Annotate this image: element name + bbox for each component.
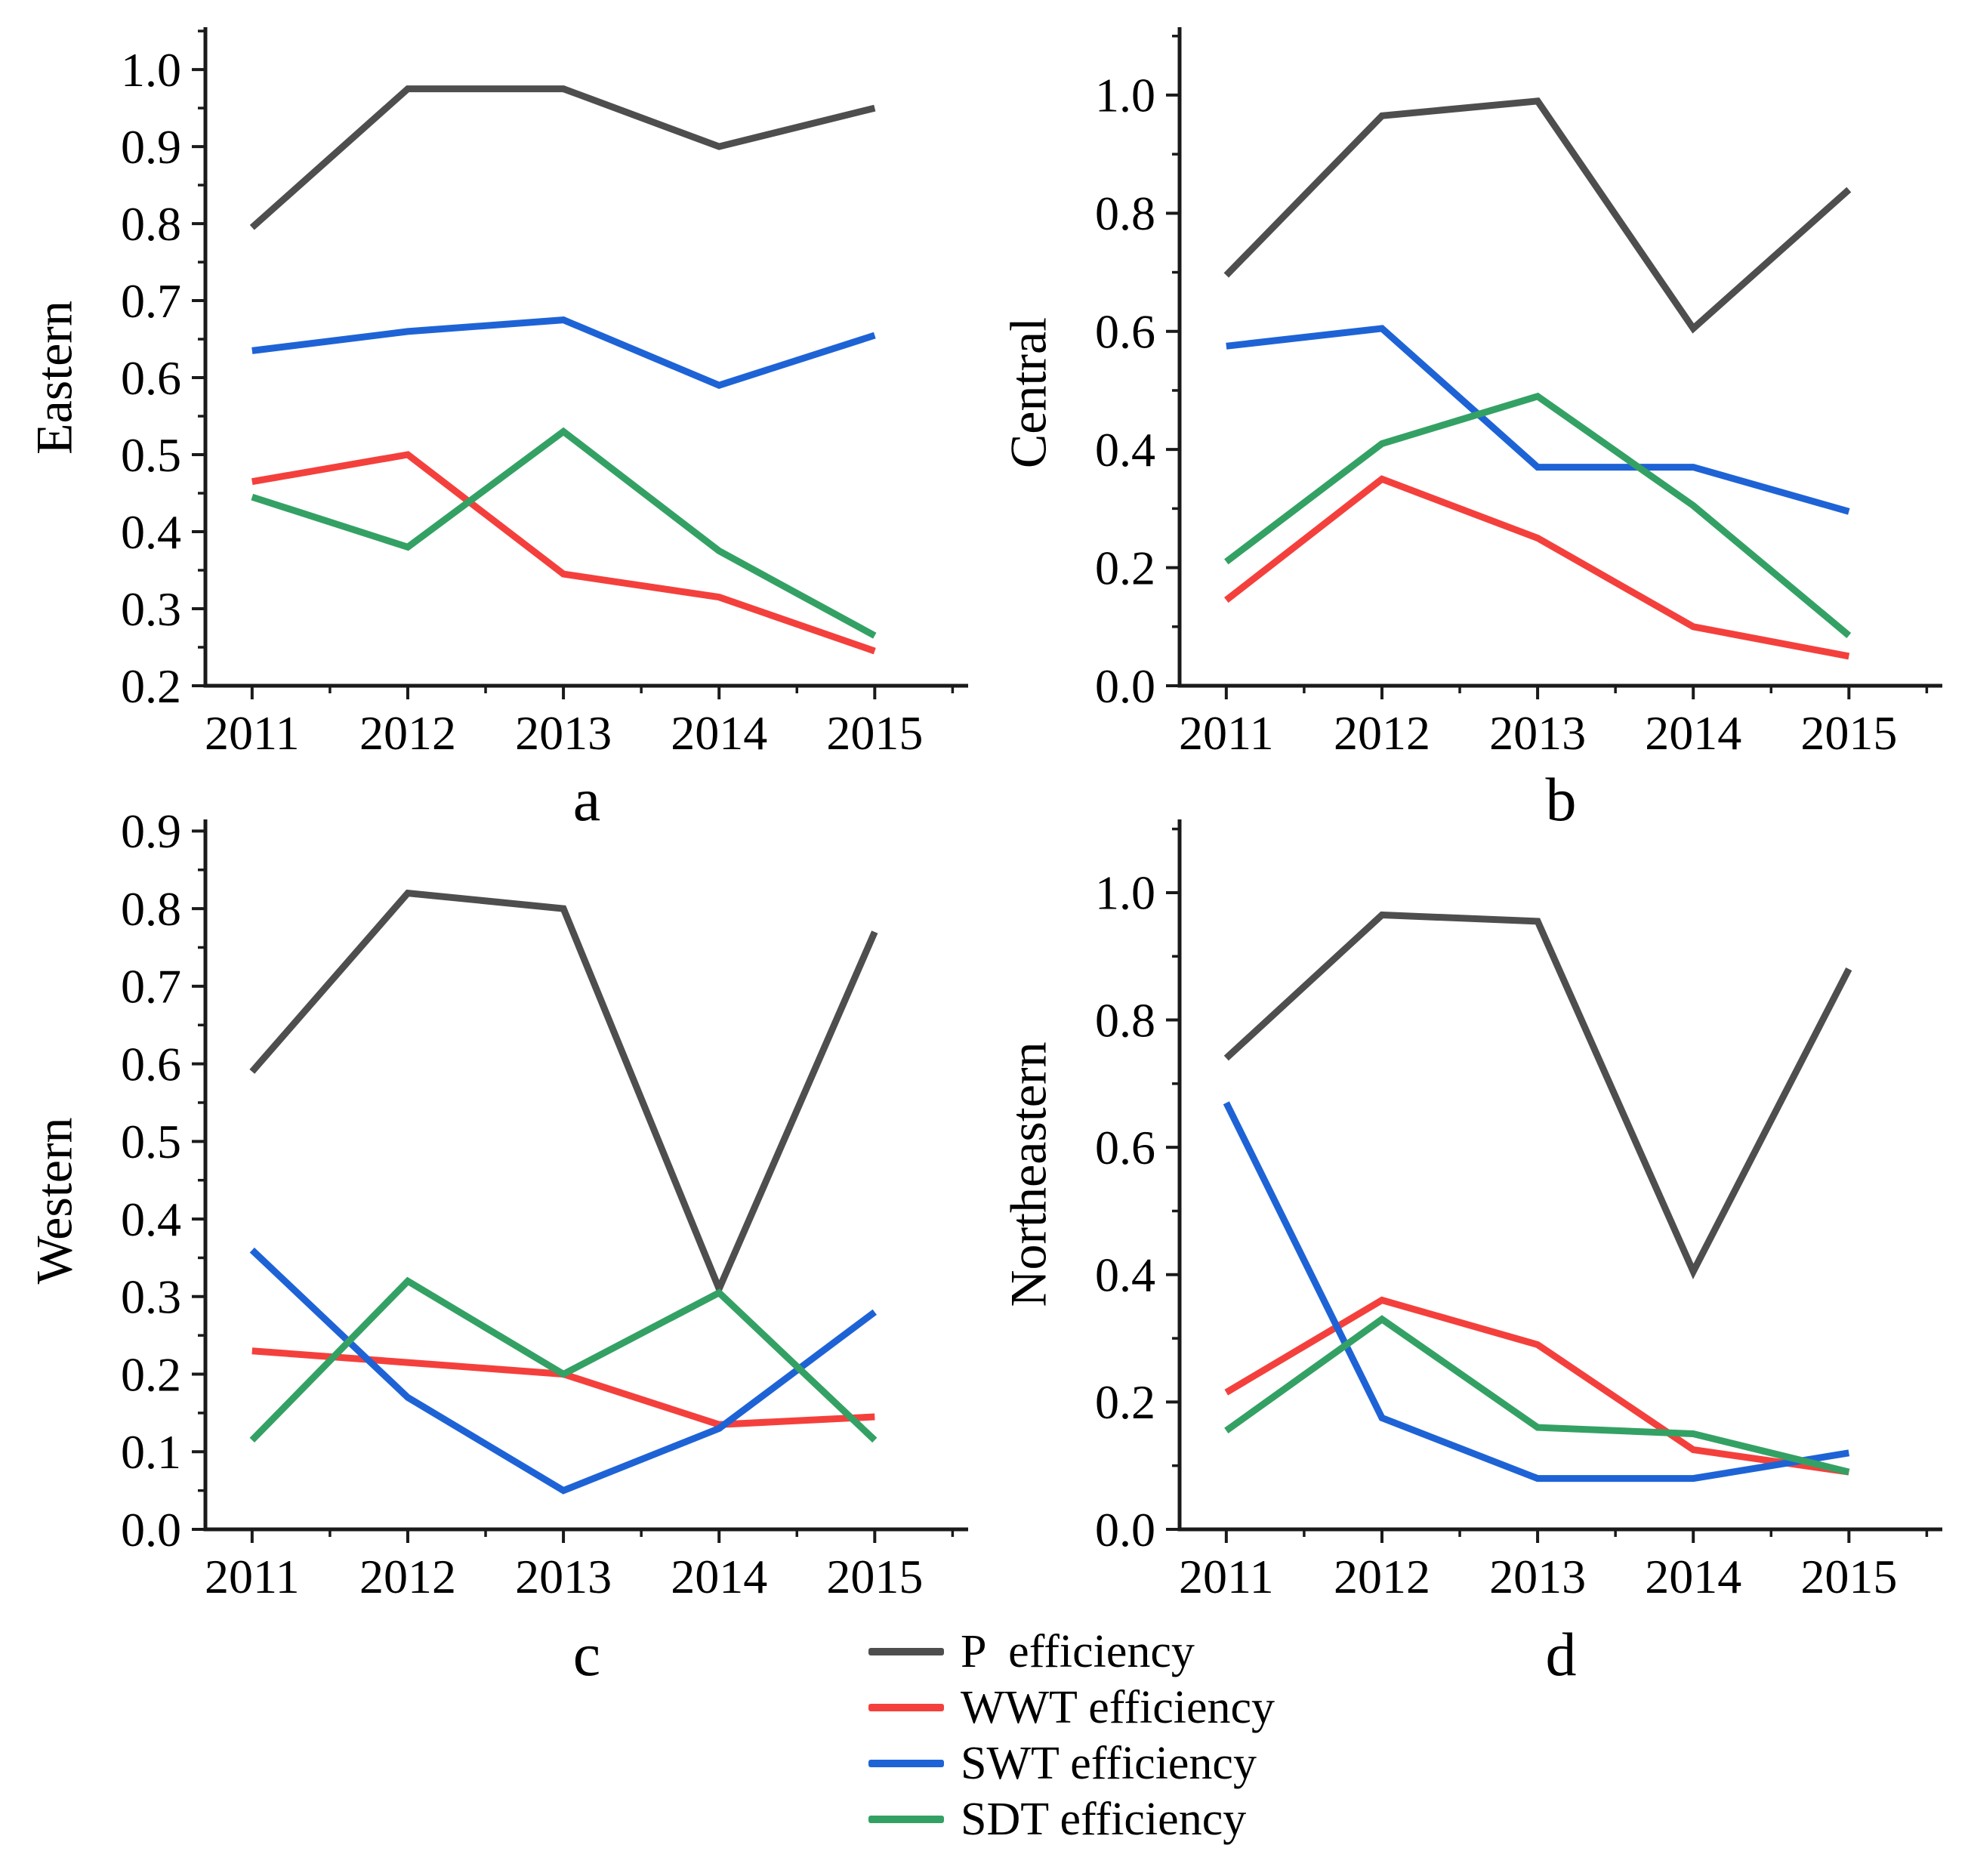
y-axis-title-western: Western [25,1117,83,1285]
x-tick-label: 2015 [826,706,923,760]
legend-label-sdt-efficiency: SDT efficiency [961,1794,1247,1845]
p-efficiency-line [249,889,878,1298]
swt-efficiency-line [1223,1101,1850,1483]
y-axis-title-eastern: Eastern [25,301,83,455]
legend-item-swt-efficiency: SWT efficiency [868,1736,1275,1791]
x-tick-label: 2015 [826,1550,923,1603]
p-efficiency-line [1223,97,1852,334]
sdt-efficiency-line [1224,392,1852,638]
y-tick-label: 0.5 [121,1115,181,1168]
x-tick-label: 2011 [205,1550,300,1603]
y-tick-label: 0.6 [1095,1121,1155,1174]
y-tick-label: 0.8 [1095,993,1155,1047]
p-efficiency-line [249,85,876,230]
legend-item-wwt-efficiency: WWT efficiency [868,1680,1275,1736]
wwt-efficiency-line [1224,1296,1849,1476]
swt-efficiency-line [1226,325,1850,515]
y-tick-label: 0.0 [1095,659,1155,713]
x-tick-label: 2011 [205,706,300,760]
sdt-efficiency-line-swatch [868,1816,944,1823]
panel-d-chart: 0.0 0.2 0.4 0.6 0.8 1.0 2011 2012 2013 2014 2015 [1095,819,1942,1603]
y-tick-label: 0.4 [121,505,181,559]
y-tick-label: 0.8 [121,197,181,251]
y-tick-label: 0.4 [1095,423,1155,477]
wwt-efficiency-line-swatch [868,1704,944,1711]
x-tick-label: 2013 [1489,1550,1586,1603]
y-tick-label: 0.2 [121,1347,181,1401]
y-tick-label: 0.3 [121,582,181,636]
panel-letter-c: c [572,1620,601,1689]
legend-label-swt-efficiency: SWT efficiency [961,1738,1257,1789]
legend-item-p-efficiency: P efficiency [868,1624,1275,1680]
sdt-efficiency-line [249,1276,878,1443]
panel-letter-a: a [572,765,601,834]
panel-b-chart: 0.0 0.2 0.4 0.6 0.8 1.0 2011 2012 2013 2014 2015 [1095,27,1942,760]
panel-c-chart: 0.0 0.1 0.2 0.3 0.4 0.5 0.6 0.7 0.8 0.9 2011 2012 20… [121,804,968,1603]
y-tick-label: 1.0 [121,43,181,97]
wwt-efficiency-line [251,451,876,655]
panel-a-chart: 0.2 0.3 0.4 0.5 0.6 0.7 0.8 0.9 1.0 2011 2012 2013 2… [121,27,968,760]
y-tick-label: 0.9 [121,804,181,858]
y-tick-label: 0.5 [121,428,181,482]
x-tick-label: 2012 [1334,1550,1430,1603]
y-tick-label: 0.0 [1095,1503,1155,1557]
x-tick-label: 2011 [1179,1550,1274,1603]
y-tick-label: 0.6 [121,351,181,405]
x-tick-label: 2015 [1800,706,1897,760]
y-tick-label: 0.3 [121,1270,181,1324]
y-tick-label: 0.6 [1095,305,1155,359]
sdt-efficiency-line [251,427,877,639]
y-tick-label: 0.2 [1095,1375,1155,1429]
wwt-efficiency-line [251,1347,875,1428]
legend-label-wwt-efficiency: WWT efficiency [961,1682,1275,1733]
p-efficiency-line-swatch [868,1648,944,1655]
sdt-efficiency-line [1224,1315,1850,1476]
y-tick-label: 0.2 [121,659,181,713]
y-tick-label: 0.6 [121,1037,181,1091]
x-tick-label: 2011 [1179,706,1274,760]
y-axis-title-central: Central [999,316,1057,469]
y-axis-title-northeastern: Northeastern [999,1041,1057,1307]
legend-label-p-efficiency: P efficiency [961,1626,1195,1677]
swt-efficiency-line [249,1247,877,1495]
x-tick-label: 2014 [1645,1550,1741,1603]
x-tick-label: 2013 [515,706,612,760]
swt-efficiency-line-swatch [868,1760,944,1767]
y-tick-label: 0.7 [121,274,181,328]
y-tick-label: 0.4 [1095,1248,1155,1302]
y-tick-label: 0.8 [1095,187,1155,240]
swt-efficiency-line [251,316,876,389]
x-tick-label: 2014 [671,1550,767,1603]
y-tick-label: 1.0 [1095,69,1155,122]
x-tick-label: 2014 [1645,706,1741,760]
x-tick-label: 2012 [359,706,456,760]
panel-letter-d: d [1545,1620,1577,1689]
y-tick-label: 0.1 [121,1425,181,1479]
wwt-efficiency-line [1224,475,1850,660]
y-tick-label: 0.2 [1095,541,1155,594]
panel-letter-b: b [1545,765,1577,834]
y-tick-label: 0.7 [121,960,181,1014]
p-efficiency-line [1223,911,1852,1280]
legend: P efficiency WWT efficiency SWT efficien… [868,1624,1275,1847]
x-tick-label: 2012 [359,1550,456,1603]
x-tick-label: 2015 [1800,1550,1897,1603]
x-tick-label: 2012 [1334,706,1430,760]
x-tick-label: 2013 [515,1550,612,1603]
y-tick-label: 0.8 [121,882,181,936]
y-tick-label: 0.0 [121,1503,181,1557]
y-tick-label: 1.0 [1095,866,1155,920]
x-tick-label: 2014 [671,706,767,760]
y-tick-label: 0.9 [121,120,181,174]
legend-item-sdt-efficiency: SDT efficiency [868,1791,1275,1847]
y-tick-label: 0.4 [121,1193,181,1246]
x-tick-label: 2013 [1489,706,1586,760]
